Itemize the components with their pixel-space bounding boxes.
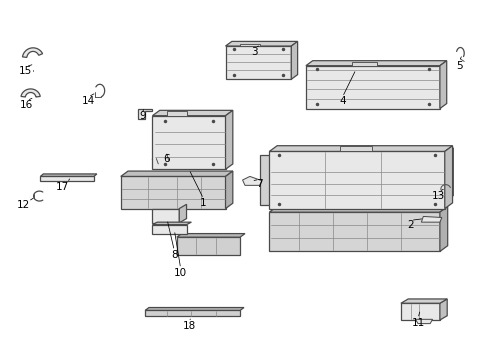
Text: 3: 3 [251, 47, 258, 57]
Polygon shape [270, 152, 445, 208]
Text: 2: 2 [407, 220, 414, 230]
Polygon shape [240, 44, 260, 46]
Polygon shape [352, 62, 376, 66]
Text: 1: 1 [200, 198, 207, 208]
Text: 7: 7 [256, 179, 263, 189]
Polygon shape [401, 303, 440, 320]
Polygon shape [152, 222, 192, 225]
Text: 13: 13 [432, 191, 445, 201]
Text: 17: 17 [56, 182, 69, 192]
Text: 8: 8 [171, 250, 178, 260]
Polygon shape [440, 206, 448, 251]
Polygon shape [225, 41, 297, 46]
Text: 12: 12 [17, 200, 30, 210]
Polygon shape [40, 174, 97, 176]
Polygon shape [21, 89, 40, 97]
Polygon shape [291, 41, 297, 79]
Polygon shape [152, 208, 179, 223]
Polygon shape [416, 319, 433, 324]
Polygon shape [270, 206, 448, 212]
Polygon shape [444, 148, 454, 202]
Polygon shape [177, 237, 240, 255]
Polygon shape [121, 176, 225, 208]
Text: 18: 18 [182, 321, 196, 332]
Text: 5: 5 [456, 61, 463, 71]
Polygon shape [306, 66, 440, 109]
Polygon shape [421, 216, 442, 222]
Polygon shape [40, 176, 94, 181]
Text: 6: 6 [164, 154, 171, 163]
Text: 16: 16 [20, 100, 33, 110]
Polygon shape [152, 225, 187, 234]
Polygon shape [401, 299, 447, 303]
Polygon shape [270, 146, 453, 152]
Polygon shape [152, 116, 225, 169]
Text: 4: 4 [339, 96, 346, 107]
Text: 11: 11 [411, 318, 425, 328]
Polygon shape [179, 204, 187, 223]
Polygon shape [306, 61, 447, 66]
Polygon shape [138, 109, 152, 118]
Text: 14: 14 [81, 96, 95, 107]
Polygon shape [152, 111, 233, 116]
Polygon shape [225, 171, 233, 208]
Polygon shape [225, 111, 233, 169]
Polygon shape [243, 176, 262, 185]
Polygon shape [260, 155, 272, 205]
Polygon shape [145, 307, 244, 310]
Polygon shape [152, 152, 177, 169]
Polygon shape [440, 61, 447, 109]
Polygon shape [225, 46, 291, 79]
Polygon shape [167, 111, 187, 116]
Polygon shape [121, 171, 233, 176]
Polygon shape [445, 146, 453, 208]
Polygon shape [177, 234, 245, 237]
Polygon shape [23, 48, 43, 58]
Polygon shape [440, 299, 447, 320]
Polygon shape [270, 212, 440, 251]
Text: 15: 15 [19, 66, 32, 76]
Polygon shape [340, 147, 372, 152]
Text: 9: 9 [139, 111, 146, 121]
Text: 10: 10 [174, 268, 187, 278]
Polygon shape [145, 310, 240, 316]
